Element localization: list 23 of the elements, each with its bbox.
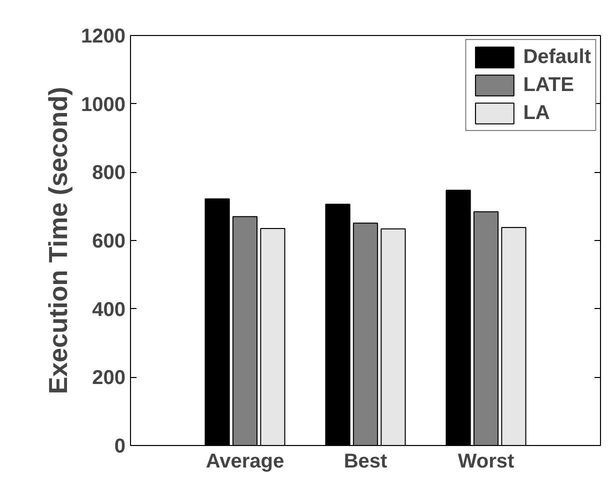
bar bbox=[501, 227, 526, 446]
y-tick-label: 1200 bbox=[81, 26, 126, 48]
y-tick-label: 200 bbox=[92, 367, 126, 390]
bar bbox=[352, 222, 378, 446]
bar bbox=[204, 198, 230, 446]
legend-label: LA bbox=[523, 102, 550, 124]
legend-label: LATE bbox=[523, 74, 574, 96]
legend-label: Default bbox=[523, 46, 591, 68]
bar bbox=[446, 190, 471, 446]
y-tick-label: 1000 bbox=[81, 94, 126, 116]
y-axis-title: Execution Time (second) bbox=[43, 86, 74, 394]
bar bbox=[232, 216, 258, 446]
y-tick-label: 0 bbox=[114, 436, 126, 458]
x-tick-label: Average bbox=[206, 450, 284, 472]
bar bbox=[473, 211, 499, 446]
bar bbox=[325, 204, 350, 446]
x-tick-label: Best bbox=[344, 450, 388, 472]
bar bbox=[380, 228, 406, 446]
y-tick-label: 600 bbox=[92, 230, 126, 252]
x-tick-label: Worst bbox=[458, 450, 514, 472]
y-tick-label: 800 bbox=[92, 162, 126, 184]
y-tick-label: 400 bbox=[92, 298, 126, 321]
bar bbox=[260, 228, 286, 446]
